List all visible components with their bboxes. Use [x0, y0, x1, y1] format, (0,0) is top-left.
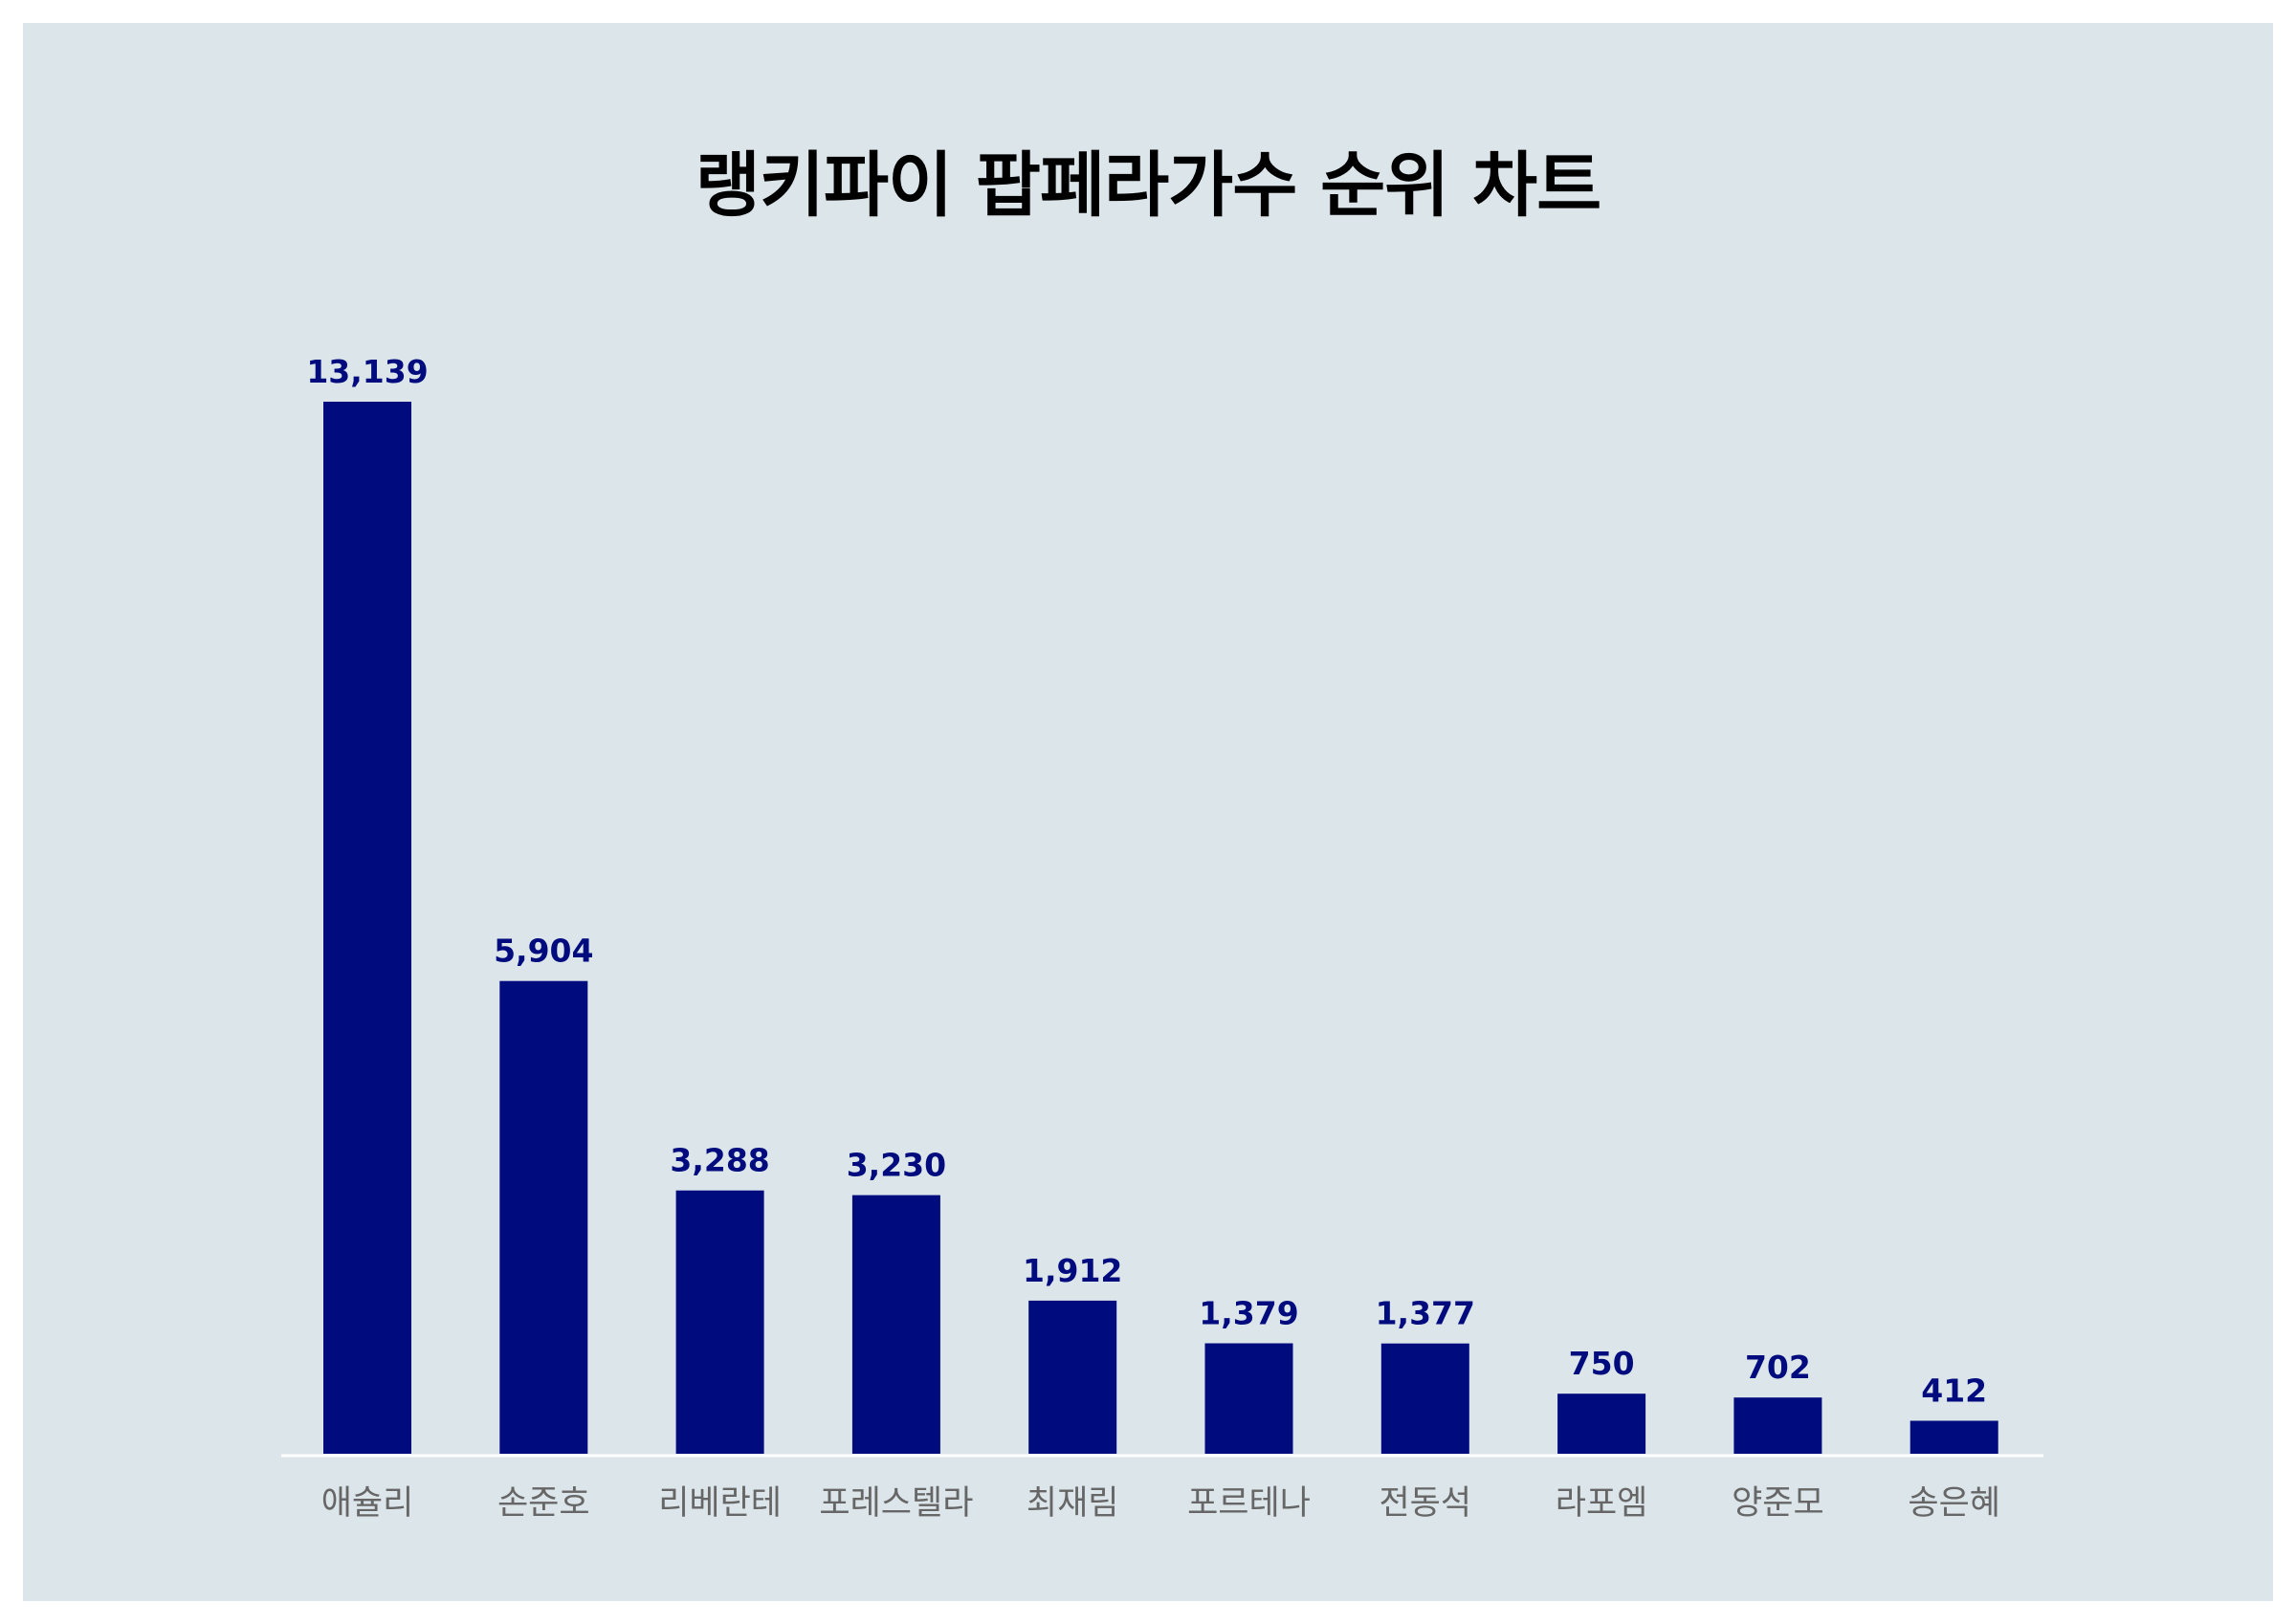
category-label-10: 송은혜	[1908, 1484, 2000, 1523]
category-label-1: 애슐리	[321, 1484, 414, 1523]
category-label-8: 라포엠	[1556, 1484, 1648, 1523]
category-label-7: 전동석	[1379, 1484, 1471, 1523]
bar-6	[1204, 1343, 1293, 1454]
bar-chart: 13,139 5,904 3,288 3,230 1,912 1,379 1,377 750 7…	[281, 353, 2043, 1523]
value-label-9: 702	[1745, 1349, 1811, 1386]
bar-7	[1380, 1343, 1469, 1454]
value-label-10: 412	[1921, 1372, 1987, 1410]
category-label-4: 포레스텔라	[819, 1484, 973, 1523]
value-label-7: 1,377	[1376, 1295, 1475, 1332]
value-label-2: 5,904	[494, 933, 593, 970]
category-label-6: 포르테나	[1187, 1484, 1311, 1523]
category-label-9: 양준모	[1732, 1484, 1824, 1523]
value-label-1: 13,139	[306, 353, 428, 390]
bar-1	[323, 402, 411, 1454]
bar-10	[1910, 1420, 1998, 1454]
bars-group	[323, 402, 1998, 1454]
bar-5	[1028, 1300, 1117, 1454]
category-label-3: 리베란테	[658, 1484, 782, 1523]
category-label-2: 손준호	[497, 1484, 590, 1523]
bar-4	[851, 1195, 940, 1454]
bar-3	[675, 1190, 764, 1454]
value-labels-group: 13,139 5,904 3,288 3,230 1,912 1,379 1,377 750 7…	[306, 353, 1987, 1410]
bar-8	[1557, 1394, 1646, 1454]
chart-panel: 랭키파이 팝페라가수 순위 차트 13,139 5,904 3,288 3,230 1,…	[23, 23, 2273, 1601]
chart-title: 랭키파이 팝페라가수 순위 차트	[695, 144, 1601, 227]
value-label-8: 750	[1569, 1345, 1635, 1382]
bar-2	[499, 980, 588, 1454]
value-label-6: 1,379	[1199, 1295, 1298, 1332]
value-label-5: 1,912	[1023, 1252, 1122, 1289]
category-labels-group: 애슐리 손준호 리베란테 포레스텔라 최재림 포르테나 전동석 라포엠 양준모 송은혜	[321, 1484, 2000, 1523]
category-label-5: 최재림	[1027, 1484, 1119, 1523]
bar-9	[1733, 1397, 1822, 1454]
value-label-4: 3,230	[847, 1147, 946, 1184]
value-label-3: 3,288	[670, 1142, 769, 1179]
